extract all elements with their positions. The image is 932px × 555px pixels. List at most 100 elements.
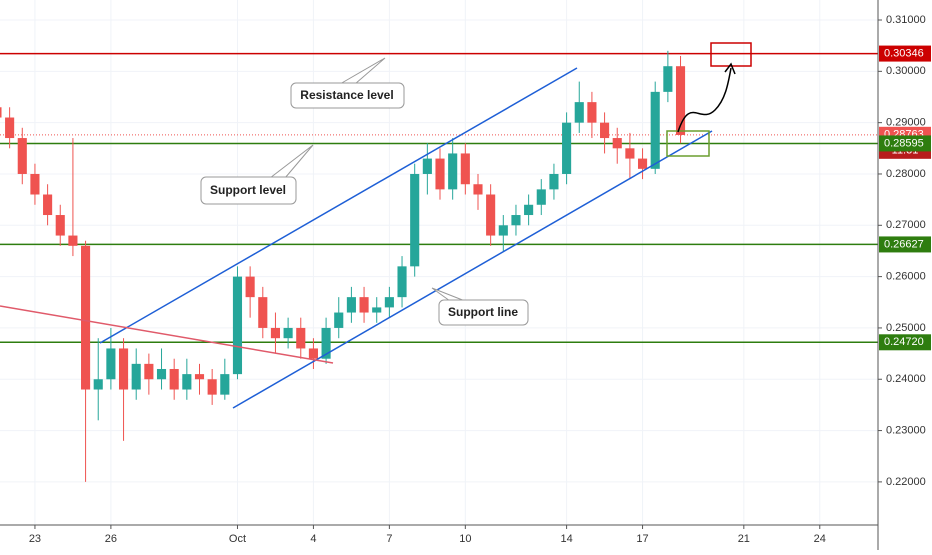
candle-body (169, 368, 179, 390)
x-tick-label: 26 (105, 533, 117, 545)
candle-body (30, 173, 40, 195)
x-tick-label: 4 (310, 533, 316, 545)
y-tick-label: 0.27000 (886, 219, 926, 231)
candle-body (334, 312, 344, 328)
candle-body (207, 379, 217, 395)
y-tick-label: 0.29000 (886, 117, 926, 129)
price-label: 0.24720 (884, 336, 924, 348)
x-tick-label: 21 (738, 533, 750, 545)
candle-body (536, 189, 546, 205)
candle-body (118, 348, 129, 390)
price-label-box (879, 45, 931, 62)
candle-body (144, 363, 154, 380)
candle-body (498, 225, 508, 236)
candle-body (283, 327, 293, 339)
candle-body (574, 102, 584, 123)
y-tick-label: 0.24000 (886, 373, 926, 385)
candle-body (17, 138, 27, 174)
candle-body (106, 348, 116, 380)
candle-body (612, 138, 622, 149)
y-tick-label: 0.23000 (886, 424, 926, 436)
candle-body (359, 297, 369, 313)
x-tick-label: 23 (29, 533, 41, 545)
candle-body (637, 158, 648, 169)
candle-body (156, 368, 167, 380)
candle-body (131, 363, 141, 390)
downtrend-line (0, 305, 334, 364)
candle-body (625, 148, 635, 159)
candle-body (81, 245, 91, 390)
candle-body (321, 327, 331, 359)
price-label-box (879, 236, 931, 253)
channel-lower (232, 130, 713, 409)
callout-pointer (269, 144, 314, 179)
candle-body (55, 215, 65, 236)
grid (0, 0, 878, 525)
price-label: 0.30346 (884, 47, 924, 59)
candle-body (448, 153, 458, 190)
candle-body (258, 297, 268, 328)
candle-body (524, 204, 534, 216)
y-tick-label: 0.30000 (886, 65, 926, 77)
x-tick-label: 10 (459, 533, 471, 545)
candle-body (473, 184, 483, 195)
candle-body (346, 297, 356, 313)
candle-body (296, 327, 306, 349)
x-tick-label: 24 (814, 533, 826, 545)
x-tick-label: 7 (386, 533, 392, 545)
candle-body (0, 107, 2, 118)
channel-upper (99, 67, 578, 344)
y-tick-label: 0.28000 (886, 168, 926, 180)
candles (0, 50, 686, 482)
price-label-box (879, 135, 931, 152)
axis-labels: 0.22000 0.23000 0.24000 0.25000 0.26000 0.270… (29, 14, 931, 545)
callout (200, 176, 297, 205)
entry-box (666, 130, 710, 157)
candle-body (372, 307, 382, 313)
arrow-head (724, 62, 736, 75)
callout (438, 299, 529, 326)
y-tick-label: 0.22000 (886, 476, 926, 488)
annotation: Resistance level (300, 88, 393, 102)
candle-body (308, 348, 318, 359)
candle-body (397, 266, 407, 298)
candle-body (194, 374, 205, 380)
candle-body (460, 153, 470, 185)
candle-body (5, 117, 15, 139)
candle-body (182, 374, 192, 390)
candle-body (435, 158, 445, 190)
candle-body (650, 91, 660, 169)
x-tick-label: Oct (229, 533, 246, 545)
projection-arrow (677, 67, 732, 133)
candle-body (220, 374, 230, 395)
levels (0, 52, 878, 344)
price-label: 0.26627 (884, 238, 924, 250)
x-tick-label: 14 (560, 533, 572, 545)
candle-body (270, 327, 281, 339)
price-label-box (879, 334, 931, 351)
candle-body (663, 66, 673, 92)
candle-body (43, 194, 53, 216)
callout-pointer (339, 57, 386, 85)
x-tick-label: 17 (636, 533, 648, 545)
candle-body (675, 66, 686, 135)
y-tick-label: 0.31000 (886, 14, 926, 26)
candle-body (232, 276, 243, 375)
candle-body (549, 173, 559, 190)
candle-body (410, 173, 420, 267)
candle-body (93, 379, 103, 390)
candle-body (384, 297, 394, 308)
price-label: 0.28595 (884, 137, 924, 149)
candle-body (422, 158, 432, 174)
annotation: Support level (210, 183, 286, 197)
candle-body (562, 122, 572, 174)
callout (290, 82, 405, 109)
y-tick-label: 0.25000 (886, 322, 926, 334)
candle-body (68, 235, 78, 246)
candle-body (486, 194, 496, 236)
candle-body (600, 122, 610, 139)
callout-pointer (431, 287, 466, 302)
candle-body (511, 215, 521, 226)
